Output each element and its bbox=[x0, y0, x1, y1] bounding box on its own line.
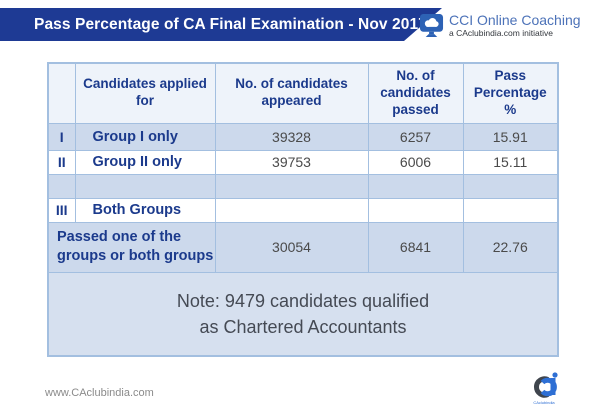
pass-percentage-table-wrap: Candidates applied for No. of candidates… bbox=[47, 62, 559, 357]
table-row-summary: Passed one of the groups or both groups … bbox=[47, 221, 559, 273]
caclubindia-logo: CAclubindia bbox=[527, 372, 561, 405]
brand-name: CCI Online Coaching bbox=[449, 12, 581, 28]
summary-label: Passed one of the groups or both groups bbox=[47, 221, 216, 273]
pct-value bbox=[462, 197, 559, 223]
table-row-blank bbox=[47, 173, 559, 199]
appeared-value bbox=[214, 173, 369, 199]
appeared-value bbox=[214, 197, 369, 223]
table-row-group2: II Group II only 39753 6006 15.11 bbox=[47, 149, 559, 175]
pass-percentage-table: Candidates applied for No. of candidates… bbox=[47, 62, 559, 357]
pct-value: 15.91 bbox=[462, 122, 559, 151]
note-line-2: as Chartered Accountants bbox=[199, 316, 407, 337]
logo-caption: CAclubindia bbox=[533, 400, 555, 405]
passed-value: 6257 bbox=[367, 122, 464, 151]
table-row-note: Note: 9479 candidates qualified as Chart… bbox=[47, 271, 559, 357]
row-label: Group II only bbox=[74, 149, 216, 175]
table-header-row: Candidates applied for No. of candidates… bbox=[47, 62, 559, 124]
pct-value: 22.76 bbox=[462, 221, 559, 273]
pct-value bbox=[462, 173, 559, 199]
row-label: Both Groups bbox=[74, 197, 216, 223]
table-row-group1: I Group I only 39328 6257 15.91 bbox=[47, 122, 559, 151]
header-candidates-applied: Candidates applied for bbox=[74, 62, 216, 124]
passed-value bbox=[367, 173, 464, 199]
website-url: www.CAclubindia.com bbox=[45, 387, 154, 399]
ci-logo-icon bbox=[534, 372, 558, 398]
appeared-value: 30054 bbox=[214, 221, 369, 273]
row-number: II bbox=[47, 149, 76, 175]
passed-value: 6006 bbox=[367, 149, 464, 175]
pct-value: 15.11 bbox=[462, 149, 559, 175]
note-line-1: Note: 9479 candidates qualified bbox=[176, 290, 430, 311]
table-row-both-groups: III Both Groups bbox=[47, 197, 559, 223]
brand-text-block: CCI Online Coaching a CAclubindia.com in… bbox=[449, 12, 581, 38]
row-number bbox=[47, 173, 76, 199]
header-candidates-appeared: No. of candidates appeared bbox=[214, 62, 369, 124]
appeared-value: 39328 bbox=[214, 122, 369, 151]
title-banner: Pass Percentage of CA Final Examination … bbox=[0, 8, 442, 41]
header-candidates-passed: No. of candidates passed bbox=[367, 62, 464, 124]
appeared-value: 39753 bbox=[214, 149, 369, 175]
header-pass-percentage: Pass Percentage % bbox=[462, 62, 559, 124]
row-label: Group I only bbox=[74, 122, 216, 151]
row-number: III bbox=[47, 197, 76, 223]
note-text: Note: 9479 candidates qualified as Chart… bbox=[47, 271, 559, 357]
row-number: I bbox=[47, 122, 76, 151]
header-blank bbox=[47, 62, 76, 124]
row-label bbox=[74, 173, 216, 199]
passed-value bbox=[367, 197, 464, 223]
cci-brand: CCI Online Coaching a CAclubindia.com in… bbox=[419, 12, 581, 38]
page-title: Pass Percentage of CA Final Examination … bbox=[34, 15, 427, 33]
monitor-cloud-icon bbox=[419, 13, 444, 38]
brand-tagline: a CAclubindia.com initiative bbox=[449, 28, 553, 38]
passed-value: 6841 bbox=[367, 221, 464, 273]
